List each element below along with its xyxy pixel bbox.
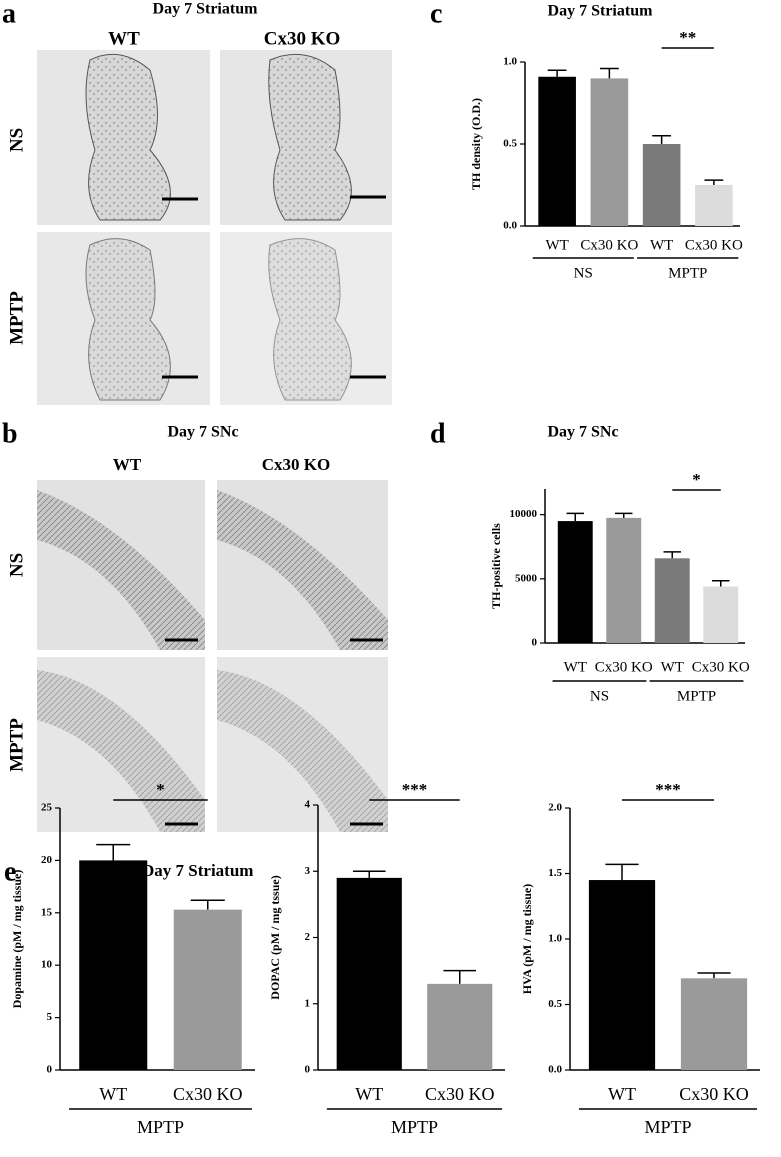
y-tick-label: 0.5 [548,998,562,1010]
y-tick-label: 15 [41,906,53,918]
group-label: MPTP [391,1117,438,1137]
y-tick-label: 1 [305,997,311,1009]
significance: ** [679,28,696,47]
x-tick-label: WT [99,1084,127,1104]
significance: * [692,470,701,489]
y-axis-label: Dopamine (pM / mg tissue) [10,870,24,1009]
row-label: MPTP [6,291,27,345]
panel-labels: a b c d e [2,0,446,887]
tissue [85,238,171,401]
group-label: MPTP [668,265,707,281]
y-tick-label: 1.0 [548,933,562,945]
x-tick-label: Cx30 KO [580,237,638,253]
x-tick-label: Cx30 KO [425,1084,495,1104]
x-tick-label: WT [545,237,568,253]
bar [173,909,242,1070]
tissue [268,53,352,221]
significance: *** [655,780,681,799]
x-tick-label: WT [661,659,684,675]
y-tick-label: 25 [41,802,53,814]
bar [695,185,733,226]
bar [680,978,748,1070]
y-tick-label: 0.0 [503,220,517,232]
y-tick-label: 0 [305,1064,311,1076]
tissue [217,670,388,832]
tissue [85,53,171,221]
bar [703,586,739,643]
y-tick-label: 2 [305,931,311,943]
y-tick-label: 0 [532,637,538,649]
y-tick-label: 20 [41,854,53,866]
y-axis-label: DOPAC (pM / mg tssue) [268,875,282,999]
y-tick-label: 1.5 [548,867,562,879]
bar [79,860,148,1070]
row-label: NS [6,553,27,577]
group-label: MPTP [644,1117,691,1137]
panel-letter: a [2,0,16,29]
bar [336,877,402,1070]
group-label: MPTP [137,1117,184,1137]
bar [654,558,690,643]
bar [427,983,493,1070]
tissue [37,670,205,832]
group-label: NS [574,265,593,281]
column-label: Cx30 KO [264,28,341,49]
y-tick-label: 4 [305,799,311,811]
row-label: MPTP [6,718,27,772]
panel-title: Day 7 SNc [167,424,238,441]
significance: *** [402,780,428,799]
tissue [37,490,205,650]
panel-letter: c [430,0,442,29]
panel-letter: d [430,418,446,449]
panel-letter: e [4,856,16,887]
chart-title: Day 7 Striatum [548,3,654,20]
y-tick-label: 0.5 [503,138,517,150]
x-tick-label: WT [355,1084,383,1104]
tissue [217,490,388,650]
column-label: Cx30 KO [262,455,330,474]
bar [590,78,629,227]
bar [588,880,656,1070]
y-tick-label: 0.0 [548,1064,562,1076]
y-tick-label: 0 [47,1064,53,1076]
y-tick-label: 5 [47,1011,53,1023]
panel-title: Day 7 Striatum [142,861,253,880]
x-tick-label: WT [564,659,587,675]
chart-title: Day 7 SNc [547,424,618,441]
x-tick-label: WT [650,237,673,253]
tissue [268,238,352,401]
y-tick-label: 3 [305,865,311,877]
x-tick-label: Cx30 KO [692,659,750,675]
y-axis-label: TH-positive cells [489,523,503,609]
panel-letter: b [2,418,18,449]
bar [642,144,681,226]
bar [606,517,642,643]
column-label: WT [113,455,142,474]
group-label: NS [590,688,609,704]
bar [557,521,593,643]
x-tick-label: WT [608,1084,636,1104]
bar [538,76,576,226]
x-tick-label: Cx30 KO [173,1084,243,1104]
y-axis-label: TH density (O.D.) [469,98,483,190]
group-label: MPTP [677,688,716,704]
significance: * [156,780,165,799]
y-tick-label: 10 [41,959,53,971]
y-axis-label: HVA (pM / mg tissue) [520,884,534,994]
column-label: WT [108,28,140,49]
y-tick-label: 10000 [510,508,538,520]
y-tick-label: 2.0 [548,802,562,814]
panel-title: Day 7 Striatum [153,1,259,18]
micrographs-a [37,50,392,405]
x-tick-label: Cx30 KO [685,237,743,253]
y-tick-label: 5000 [515,572,538,584]
y-tick-label: 1.0 [503,56,517,68]
row-label: NS [6,128,27,152]
micrographs-b [37,480,388,832]
x-tick-label: Cx30 KO [679,1084,749,1104]
x-tick-label: Cx30 KO [595,659,653,675]
